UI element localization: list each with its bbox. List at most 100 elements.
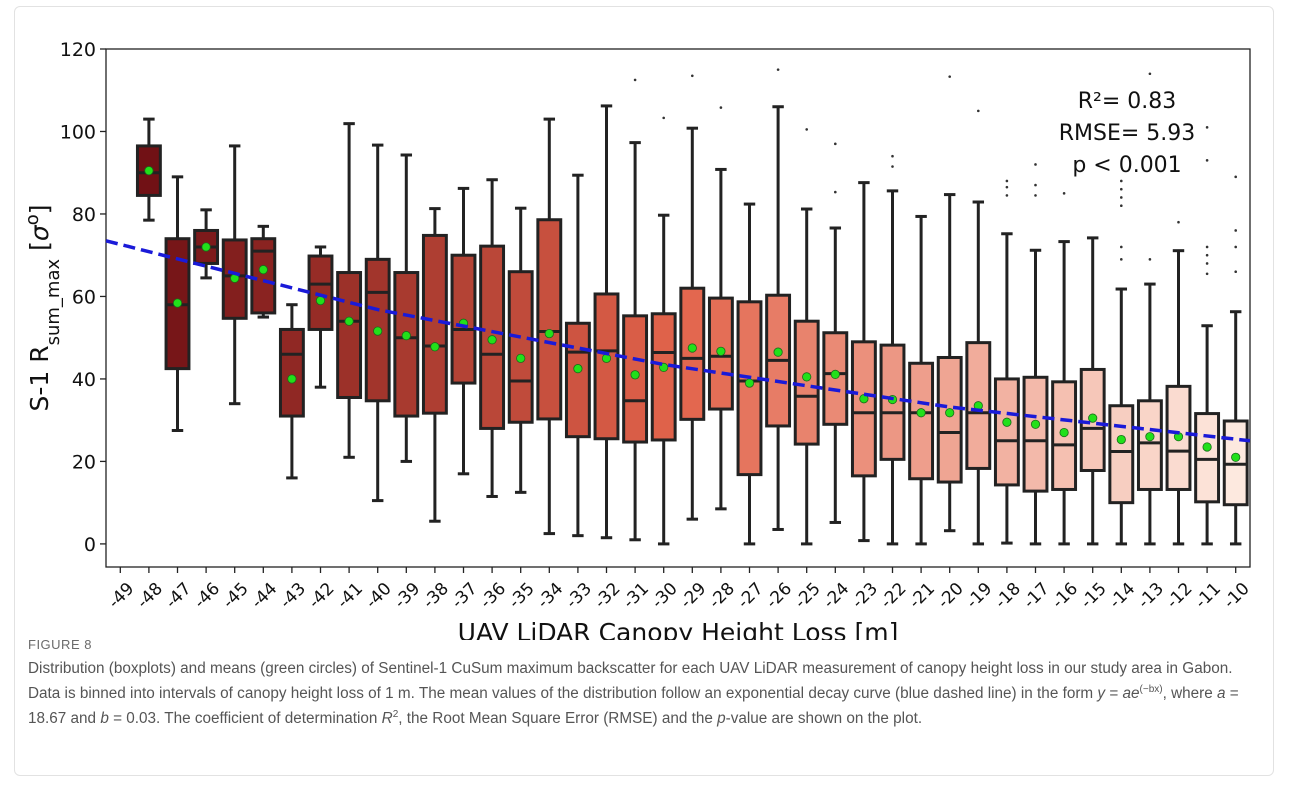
box — [679, 286, 706, 421]
x-tick-label: -14 — [1106, 579, 1140, 613]
x-tick-label: -23 — [848, 579, 882, 613]
caption-part: = 0.03. The coefficient of determination — [108, 710, 382, 728]
figure-label: FIGURE 8 — [28, 637, 92, 652]
box — [936, 355, 963, 484]
outlier — [1062, 192, 1066, 195]
outlier — [1034, 183, 1037, 187]
outlier — [891, 154, 894, 158]
outlier — [1234, 270, 1237, 274]
box — [278, 327, 305, 418]
mean-marker — [1202, 442, 1212, 452]
x-tick-label: -31 — [619, 579, 653, 613]
annotation: R²= 0.83 — [1078, 89, 1177, 114]
fit-line — [105, 239, 1251, 443]
y-tick-label: 100 — [60, 121, 96, 143]
mean-marker — [344, 316, 354, 326]
x-tick-label: -32 — [591, 579, 625, 613]
x-tick-label: -49 — [105, 579, 139, 613]
box — [1022, 375, 1049, 493]
mean-marker — [830, 369, 840, 379]
outlier — [948, 75, 951, 78]
outlier — [1148, 72, 1152, 76]
outlier — [1205, 126, 1209, 129]
box — [336, 271, 363, 399]
outlier — [834, 190, 837, 194]
y-tick-label: 40 — [72, 369, 96, 391]
x-tick-label: -28 — [705, 579, 739, 613]
y-tick-label: 120 — [60, 39, 96, 61]
y-axis-label-part: sum_max — [43, 258, 64, 345]
outlier — [1120, 187, 1123, 191]
caption-part: p — [717, 710, 726, 728]
mean-marker — [401, 331, 411, 341]
outlier — [1205, 272, 1209, 276]
x-tick-label: -34 — [534, 579, 568, 613]
caption-part: , the Root Mean Square Error (RMSE) and … — [398, 710, 718, 728]
y-axis-label-part: S-1 R — [25, 345, 54, 411]
mean-marker — [201, 242, 211, 252]
caption-part: , where — [1162, 685, 1218, 703]
x-tick-label: -43 — [276, 579, 310, 613]
box — [1108, 404, 1135, 505]
x-tick-label: -33 — [562, 579, 596, 613]
mean-marker — [144, 166, 154, 176]
y-axis-label: S-1 Rsum_max [σo] — [22, 204, 64, 411]
mean-marker — [1116, 434, 1126, 445]
mean-marker — [287, 374, 297, 384]
mean-marker — [172, 298, 183, 308]
mean-marker — [573, 364, 583, 374]
box — [993, 377, 1020, 487]
mean-marker — [1059, 427, 1069, 438]
caption-part: Distribution (boxplots) and means (green… — [28, 660, 1233, 703]
x-tick-label: -39 — [391, 579, 425, 613]
outlier — [1120, 179, 1123, 183]
caption-part: -value are shown on the plot. — [725, 710, 923, 728]
x-tick-label: -38 — [419, 579, 453, 613]
x-axis-label: UAV LiDAR Canopy Height Loss [m] — [458, 618, 899, 640]
mean-marker — [716, 346, 726, 356]
y-tick-label: 60 — [72, 286, 96, 308]
box — [850, 340, 877, 478]
box — [650, 312, 677, 442]
caption-part: ae — [1122, 685, 1140, 703]
x-tick-label: -36 — [476, 579, 510, 613]
box — [908, 361, 935, 481]
outlier — [633, 78, 637, 82]
mean-marker — [773, 347, 783, 357]
mean-marker — [373, 326, 383, 336]
box — [736, 300, 763, 477]
x-tick-label: -18 — [991, 579, 1025, 613]
x-tick-label: -19 — [963, 579, 997, 613]
x-tick-label: -12 — [1163, 579, 1197, 613]
y-axis-label-part: o — [22, 214, 43, 225]
box — [250, 237, 277, 315]
box — [1136, 399, 1163, 491]
y-axis-label-part: ] — [25, 204, 54, 214]
x-tick-label: -15 — [1077, 579, 1111, 613]
x-tick-label: -21 — [905, 579, 939, 613]
x-tick-label: -17 — [1020, 579, 1054, 613]
y-tick-label: 20 — [72, 451, 96, 473]
box — [421, 233, 448, 415]
box — [507, 270, 534, 424]
x-tick-label: -44 — [248, 579, 282, 613]
box — [564, 321, 591, 439]
box — [593, 292, 620, 441]
outlier — [1034, 163, 1037, 166]
outlier — [1205, 262, 1209, 265]
figure-frame — [14, 6, 1274, 776]
mean-marker — [487, 335, 497, 345]
x-tick-label: -29 — [677, 579, 711, 613]
mean-marker — [601, 353, 612, 363]
outlier — [1177, 220, 1180, 224]
mean-marker — [1030, 419, 1041, 429]
caption-part: a — [1217, 685, 1226, 703]
outlier — [891, 165, 894, 168]
x-tick-label: -45 — [219, 579, 253, 613]
outlier — [1005, 194, 1009, 197]
caption-part: 2 — [392, 709, 399, 721]
mean-marker — [1145, 432, 1155, 442]
x-tick-label: -11 — [1191, 579, 1225, 613]
x-tick-label: -24 — [820, 579, 854, 613]
